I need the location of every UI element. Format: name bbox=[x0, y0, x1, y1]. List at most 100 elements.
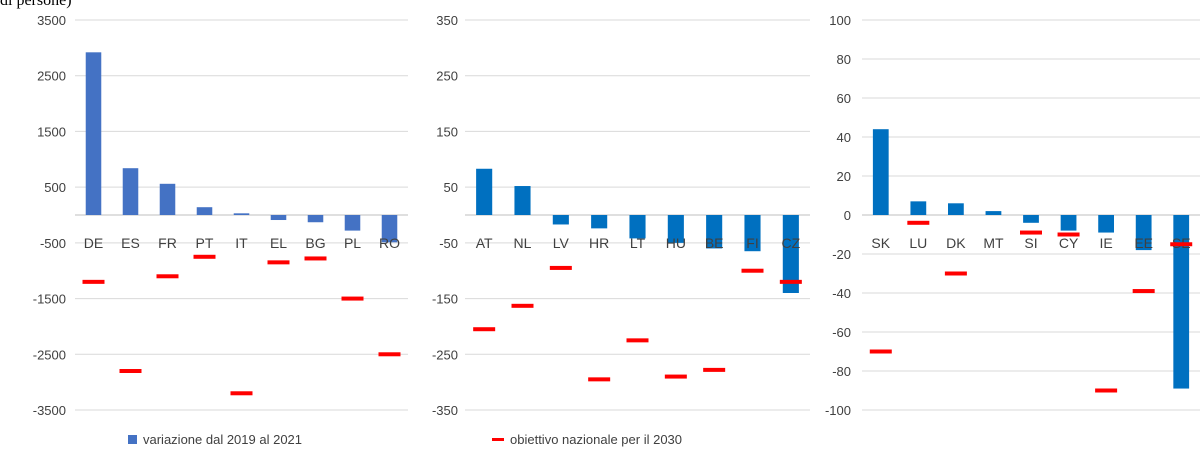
bar bbox=[196, 207, 213, 215]
target-marker bbox=[1095, 388, 1118, 393]
category-label: RO bbox=[379, 235, 400, 251]
category-label: EL bbox=[270, 235, 287, 251]
target-marker bbox=[944, 271, 967, 276]
bar bbox=[1173, 215, 1190, 389]
bar bbox=[270, 215, 287, 221]
target-marker bbox=[1057, 232, 1080, 237]
bar bbox=[1098, 215, 1114, 233]
bar bbox=[985, 211, 1002, 215]
legend-swatch-bar bbox=[128, 435, 137, 444]
chart-panel-middle: 350 250 150 50 -50 -150 -250 -350 AT NL LV HR LT HU BE… bbox=[432, 13, 810, 418]
target-marker bbox=[341, 296, 364, 301]
bar bbox=[159, 183, 176, 215]
y-tick-label: -250 bbox=[432, 347, 458, 362]
y-tick-label: 350 bbox=[436, 13, 458, 28]
legend-label-target: obiettivo nazionale per il 2030 bbox=[510, 432, 683, 447]
bar bbox=[591, 215, 608, 229]
y-tick-label: 1500 bbox=[37, 124, 66, 139]
y-tick-label: 20 bbox=[837, 169, 851, 184]
y-tick-label: 500 bbox=[44, 180, 66, 195]
category-label: DE bbox=[84, 235, 103, 251]
bar bbox=[910, 201, 927, 215]
bar bbox=[344, 215, 361, 231]
category-label: MT bbox=[983, 235, 1004, 251]
bar bbox=[629, 215, 646, 239]
y-tick-label: -80 bbox=[832, 364, 851, 379]
bar bbox=[307, 215, 324, 223]
target-marker bbox=[664, 374, 687, 379]
category-label: FR bbox=[158, 235, 177, 251]
bar bbox=[948, 203, 964, 215]
y-tick-label: -2500 bbox=[33, 347, 66, 362]
bar bbox=[476, 168, 493, 215]
target-marker bbox=[304, 256, 327, 261]
caption-fragment: di persone) bbox=[0, 0, 72, 9]
y-tick-label: 100 bbox=[829, 13, 851, 28]
category-label: CZ bbox=[781, 235, 800, 251]
bar bbox=[744, 215, 761, 252]
legend-swatch-target bbox=[492, 438, 504, 441]
target-marker bbox=[511, 303, 534, 308]
y-tick-label: -40 bbox=[832, 286, 851, 301]
category-label: PL bbox=[344, 235, 361, 251]
bar bbox=[667, 215, 684, 243]
y-tick-label: -350 bbox=[432, 403, 458, 418]
y-tick-label: 3500 bbox=[37, 13, 66, 28]
target-marker bbox=[588, 377, 611, 382]
chart-panel-right: 100 80 60 40 20 0 -20 -40 -60 -80 -100 SK LU DK MT SI CY… bbox=[825, 13, 1200, 418]
category-label: HU bbox=[666, 235, 686, 251]
category-label: FI bbox=[746, 235, 758, 251]
category-label: ES bbox=[121, 235, 140, 251]
category-label: SI bbox=[1024, 235, 1037, 251]
y-tick-label: 60 bbox=[837, 91, 851, 106]
bar bbox=[514, 186, 531, 215]
target-marker bbox=[869, 349, 892, 354]
category-label: DK bbox=[946, 235, 966, 251]
target-marker bbox=[119, 369, 142, 373]
target-marker bbox=[1132, 289, 1155, 294]
target-marker bbox=[703, 367, 726, 372]
target-marker bbox=[82, 279, 105, 284]
category-label: HR bbox=[589, 235, 609, 251]
bar bbox=[782, 215, 799, 293]
y-tick-label: -50 bbox=[439, 236, 458, 251]
target-marker bbox=[1170, 242, 1193, 247]
bar bbox=[1060, 215, 1077, 231]
y-tick-label: -1500 bbox=[33, 292, 66, 307]
category-label: BG bbox=[305, 235, 325, 251]
y-tick-label: 250 bbox=[436, 69, 458, 84]
category-label: IE bbox=[1099, 235, 1112, 251]
y-tick-label: 40 bbox=[837, 130, 851, 145]
target-marker bbox=[779, 279, 802, 284]
category-label: LV bbox=[553, 235, 570, 251]
charts-svg: 3500 2500 1500 500 -500 -1500 -2500 -350 0 DE ES FR… bbox=[33, 13, 1200, 418]
y-tick-label: -100 bbox=[825, 403, 851, 418]
y-tick-label: -500 bbox=[40, 236, 66, 251]
category-label: IT bbox=[235, 235, 248, 251]
bar bbox=[1135, 215, 1152, 251]
bar bbox=[706, 215, 723, 249]
y-tick-label: -20 bbox=[832, 247, 851, 262]
bar bbox=[122, 168, 139, 215]
bar bbox=[381, 215, 398, 243]
target-marker bbox=[741, 268, 764, 273]
target-marker bbox=[378, 352, 401, 357]
bar bbox=[85, 52, 102, 215]
target-marker bbox=[193, 254, 216, 259]
y-tick-label: 0 bbox=[844, 208, 851, 223]
y-tick-label: 80 bbox=[837, 52, 851, 67]
bar bbox=[552, 215, 569, 225]
chart-panel-left: 3500 2500 1500 500 -500 -1500 -2500 -3500 DE ES FR… bbox=[33, 13, 408, 418]
target-marker bbox=[156, 274, 179, 279]
target-marker bbox=[267, 260, 290, 265]
y-tick-label: 2500 bbox=[37, 69, 66, 84]
y-tick-label: 50 bbox=[444, 180, 458, 195]
target-marker bbox=[626, 338, 649, 343]
bar bbox=[233, 213, 250, 215]
category-label: LU bbox=[909, 235, 927, 251]
category-label: NL bbox=[514, 235, 532, 251]
y-tick-label: 150 bbox=[436, 124, 458, 139]
category-label: AT bbox=[476, 235, 493, 251]
target-marker bbox=[1020, 230, 1042, 235]
target-marker bbox=[473, 327, 496, 332]
